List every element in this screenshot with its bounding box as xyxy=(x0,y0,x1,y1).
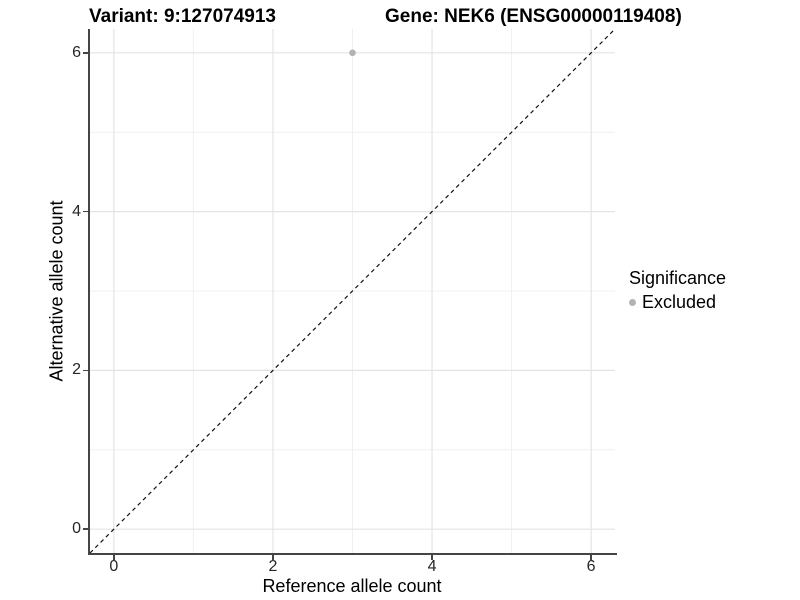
x-axis-title: Reference allele count xyxy=(262,576,442,596)
x-axis-line xyxy=(88,553,617,555)
y-tick-label: 4 xyxy=(72,202,81,220)
x-tick-label: 6 xyxy=(586,558,596,575)
y-axis-line xyxy=(88,29,90,555)
x-tick-label: 4 xyxy=(427,558,437,575)
x-tick-label: 0 xyxy=(109,558,119,575)
identity-line xyxy=(90,29,615,553)
y-tick-label: 0 xyxy=(72,520,81,538)
data-point xyxy=(349,49,356,57)
plot-panel xyxy=(90,29,615,553)
y-tick-label: 6 xyxy=(72,43,81,61)
plot-title-gene: Gene: NEK6 (ENSG00000119408) xyxy=(385,6,682,27)
plot-title-variant: Variant: 9:127074913 xyxy=(89,6,276,27)
y-tick-label: 2 xyxy=(72,361,81,379)
plot-canvas xyxy=(90,29,615,553)
y-tick-mark xyxy=(83,210,88,213)
x-tick-label: 2 xyxy=(268,558,278,575)
legend-title: Significance xyxy=(629,268,727,288)
x-tick-mark xyxy=(113,555,115,560)
y-tick-mark xyxy=(83,52,88,54)
legend: Significance Excluded xyxy=(629,268,726,313)
y-tick-mark xyxy=(83,369,88,372)
y-tick-mark xyxy=(83,528,88,530)
legend-item: Excluded xyxy=(629,292,726,313)
x-tick-mark xyxy=(431,555,433,560)
legend-item-label: Excluded xyxy=(642,292,717,312)
y-axis-title: Alternative allele count xyxy=(46,200,67,382)
x-tick-mark xyxy=(272,555,274,560)
legend-marker-circle-icon xyxy=(629,299,636,306)
x-tick-mark xyxy=(590,555,592,560)
